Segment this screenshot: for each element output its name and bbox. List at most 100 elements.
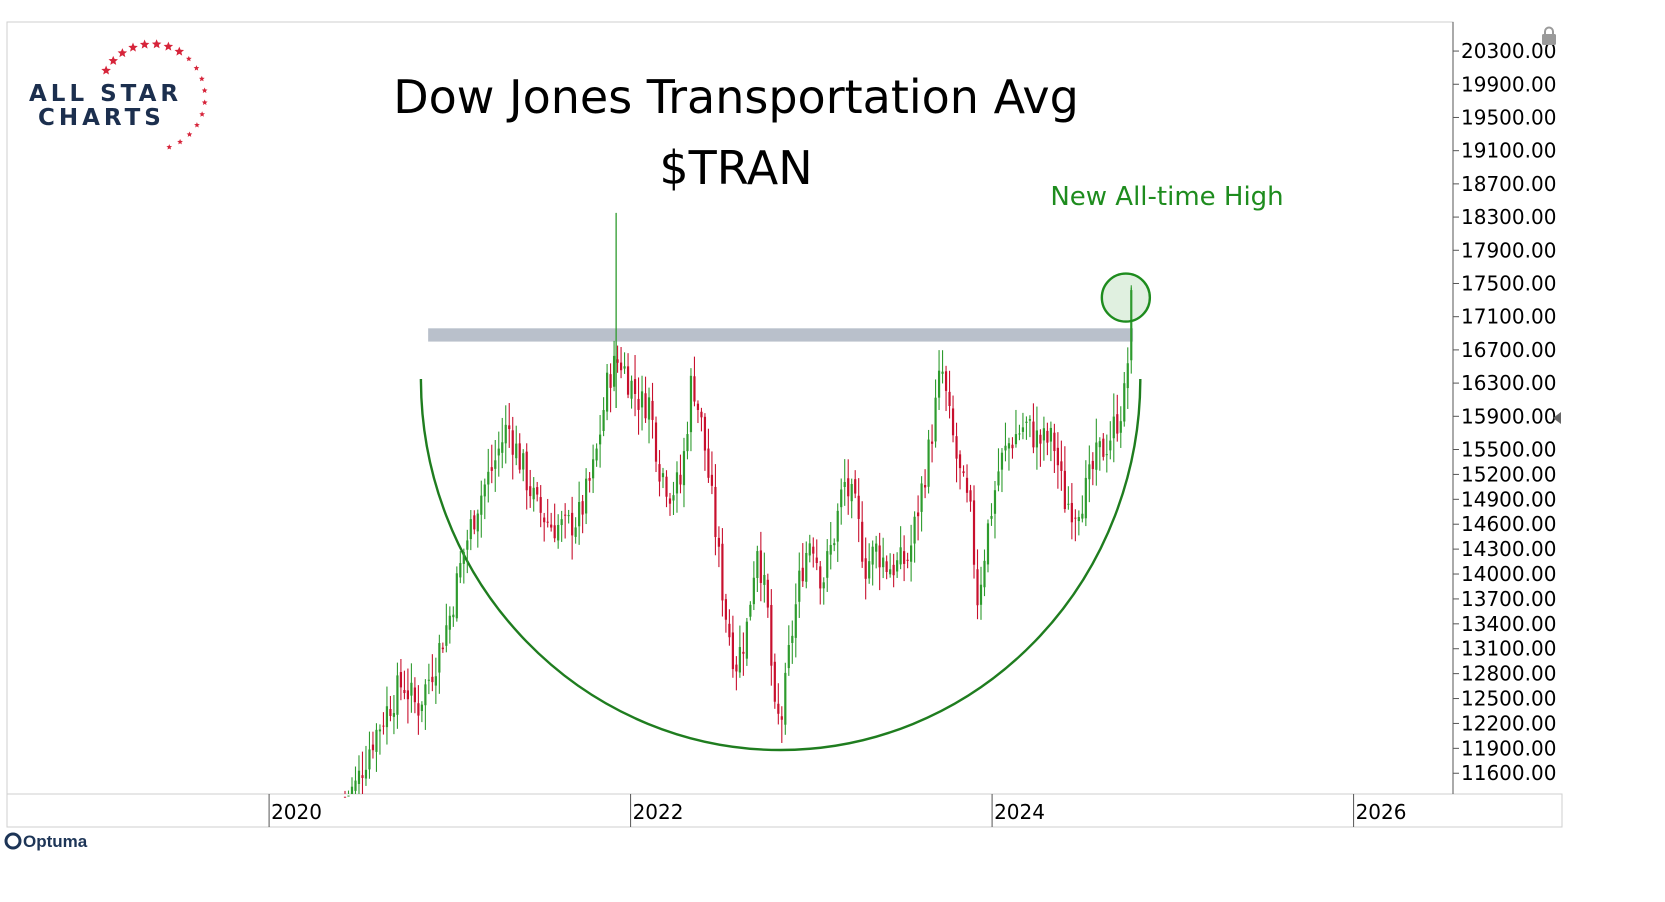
candle [1067,486,1070,510]
candle [448,606,451,644]
candle [756,545,759,592]
candle [1018,424,1021,441]
y-tick-label: 14600.00 [1461,512,1556,536]
candle [462,548,465,584]
logo-star-icon [139,39,150,49]
candle [476,509,479,548]
candle [473,510,476,535]
candle [661,467,665,489]
candle [490,444,493,484]
candle [815,539,818,571]
candle [361,751,364,794]
candle [941,350,944,384]
annotation-layer: New All-time High [1050,182,1284,323]
candle [983,549,986,597]
candle [1091,452,1094,486]
candle [728,609,731,646]
candle [1112,393,1115,463]
candle [1084,460,1087,527]
candle [1102,433,1105,461]
candle [777,683,780,725]
candle [972,485,976,579]
candle [962,465,965,477]
candle [378,724,382,755]
logo-star-icon [174,46,185,56]
candle [564,503,567,539]
candle [707,428,710,483]
y-tick-label: 14300.00 [1461,537,1556,561]
candle [588,471,591,493]
candle [1063,446,1066,513]
candle [578,481,581,545]
candle [536,481,539,502]
candle [948,370,951,419]
candle [1088,445,1091,503]
candle [602,397,605,437]
candle [550,512,553,532]
candle [1025,416,1028,440]
price-scroll-marker-icon[interactable] [1553,412,1561,424]
candle [441,642,444,653]
y-tick-label: 12500.00 [1461,687,1556,711]
candle [1081,495,1084,523]
logo-star-icon [186,55,192,62]
chart-subtitle: $TRAN [659,141,812,195]
lock-icon[interactable] [1542,26,1556,46]
logo-star-icon [199,111,205,117]
candle [854,470,857,499]
candle [452,606,455,627]
candle [787,625,790,676]
logo-star-icon [117,48,128,58]
candle [791,620,794,664]
candle [696,400,700,424]
logo-star-icon [151,39,162,49]
chart-title: Dow Jones Transportation Avg [393,70,1079,124]
candle [833,538,836,552]
logo-star-icon [201,87,208,93]
candle [1035,406,1039,470]
candle [609,363,612,413]
candle [1028,415,1032,438]
logo-star-icon [166,144,173,150]
x-tick-label: 2020 [271,800,322,824]
candle [930,424,934,463]
y-tick-label: 13700.00 [1461,587,1556,611]
candle [515,425,518,466]
candle [518,433,521,474]
candle [543,512,546,542]
candle [1032,403,1035,454]
candle [546,498,549,528]
candle [392,695,396,735]
candle [637,377,640,435]
candle [934,379,937,448]
candle [525,443,528,510]
candle [560,510,563,542]
candle [455,566,458,622]
candle [487,448,490,503]
x-tick-label: 2022 [633,800,684,824]
candle [675,461,679,513]
candle [585,468,588,525]
candle [1123,372,1126,427]
candle [399,658,403,701]
candle [626,353,630,399]
candle [850,478,853,519]
candle [459,551,462,584]
y-tick-label: 19100.00 [1461,139,1556,163]
y-tick-label: 12800.00 [1461,662,1556,686]
candle [616,345,619,373]
candle [668,492,672,516]
candle [438,634,441,694]
y-tick-label: 20300.00 [1461,39,1556,63]
candle [403,670,406,700]
candle [494,439,497,492]
candle [882,537,885,579]
candle [1105,434,1108,473]
y-tick-label: 11900.00 [1461,736,1556,760]
candle [1074,509,1077,542]
candle [686,421,689,460]
candle [731,615,734,678]
candle [812,537,815,568]
candle [665,470,668,508]
candle [808,534,811,563]
